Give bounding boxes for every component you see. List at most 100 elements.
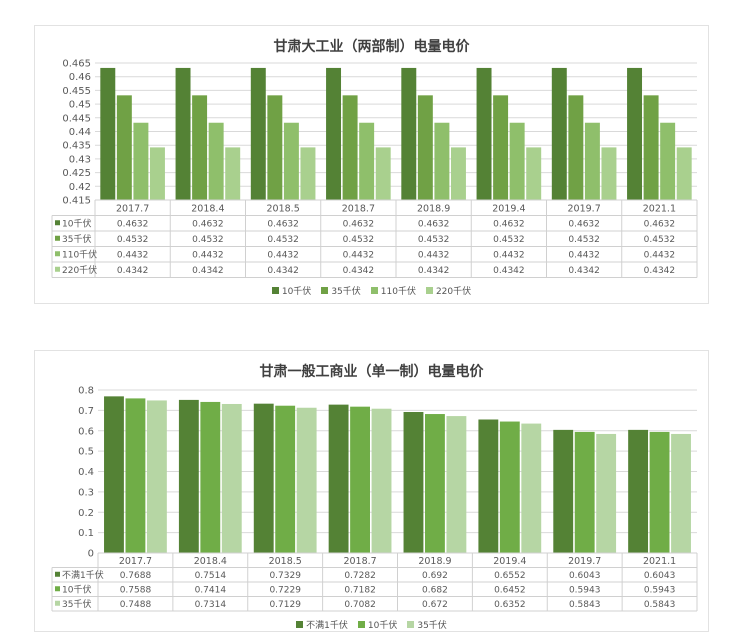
- y-tick-label: 0.3: [78, 487, 94, 498]
- y-tick-label: 0.42: [69, 182, 91, 193]
- x-tick-label: 2018.9: [417, 203, 450, 214]
- legend-swatch: [321, 287, 329, 294]
- bar: [643, 95, 659, 200]
- x-tick-label: 2017.7: [119, 556, 152, 567]
- bar: [359, 122, 375, 200]
- bar: [267, 95, 283, 200]
- bar: [446, 416, 467, 553]
- data-label: 0.4632: [644, 219, 676, 229]
- bar: [178, 399, 199, 553]
- y-tick-label: 0.4: [78, 467, 94, 478]
- bar: [660, 122, 676, 200]
- bar: [175, 67, 191, 200]
- data-label: 0.4432: [568, 250, 600, 260]
- chart-legend: 10千伏 35千伏 110千伏 220千伏: [35, 284, 708, 297]
- data-label: 0.4342: [117, 266, 149, 276]
- table-series-label: 不满1千伏: [62, 569, 104, 581]
- bar: [350, 406, 370, 553]
- y-tick-label: 0.43: [69, 154, 91, 165]
- bar: [192, 95, 208, 200]
- bar: [221, 403, 242, 553]
- y-tick-label: 0.44: [69, 127, 91, 138]
- bar: [104, 396, 124, 553]
- data-label: 0.4432: [418, 250, 450, 260]
- bar: [146, 400, 167, 553]
- data-label: 0.4342: [568, 266, 600, 276]
- chart-panel-industrial: 甘肃大工业（两部制）电量电价 0.465 0.46 0.455 0.45 0.445 0.…: [34, 25, 709, 304]
- bar: [628, 429, 649, 553]
- data-label: 0.4632: [117, 219, 149, 229]
- data-label: 0.5943: [644, 585, 676, 595]
- table-legend-key: [55, 586, 60, 592]
- legend-label: 35千伏: [417, 621, 447, 631]
- table-legend-key: [55, 220, 60, 226]
- data-label: 0.7329: [269, 571, 301, 581]
- data-label: 0.4532: [418, 235, 450, 245]
- bar: [371, 408, 392, 553]
- chart-svg: 0.465 0.46 0.455 0.45 0.445 0.44 0.435 0.43 0.42…: [51, 59, 698, 278]
- bar: [476, 67, 492, 200]
- data-label: 0.6043: [569, 571, 601, 581]
- bar: [450, 147, 466, 200]
- bar: [434, 122, 450, 200]
- data-label: 0.5943: [569, 585, 601, 595]
- data-label: 0.7588: [120, 585, 152, 595]
- data-label: 0.7282: [344, 571, 376, 581]
- bar: [208, 122, 224, 200]
- data-label: 0.4532: [644, 235, 676, 245]
- legend-item: 10千伏: [357, 618, 397, 631]
- bar: [100, 67, 116, 200]
- data-label: 0.4342: [343, 266, 375, 276]
- data-label: 0.4432: [644, 250, 676, 260]
- y-tick-label: 0.6: [78, 426, 94, 437]
- bar: [499, 421, 520, 553]
- bar: [326, 67, 342, 200]
- data-label: 0.4342: [644, 266, 676, 276]
- bar: [574, 431, 595, 553]
- bar: [521, 423, 542, 553]
- legend-swatch: [407, 621, 415, 628]
- y-tick-label: 0.415: [62, 196, 91, 207]
- legend-item: 不满1千伏: [296, 618, 348, 631]
- legend-label: 10千伏: [281, 287, 312, 297]
- bar: [401, 67, 417, 200]
- x-tick-label: 2019.4: [492, 203, 525, 214]
- table-legend-key: [55, 571, 60, 577]
- legend-label: 35千伏: [331, 287, 361, 297]
- bar: [493, 95, 509, 200]
- data-label: 0.4632: [343, 219, 375, 229]
- table-series-label: 10千伏: [62, 583, 91, 595]
- chart-panel-commercial: 甘肃一般工商业（单一制）电量电价 0.8 0.7 0.6 0.5 0.4 0.3 0.2 0.…: [34, 350, 709, 632]
- bar: [584, 122, 600, 200]
- data-label: 0.4342: [493, 266, 525, 276]
- bar: [149, 147, 165, 200]
- data-label: 0.692: [422, 571, 448, 581]
- data-label: 0.7082: [344, 600, 376, 610]
- chart-legend: 不满1千伏 10千伏 35千伏: [35, 618, 708, 631]
- bar: [125, 398, 146, 553]
- table-series-label: 35千伏: [62, 598, 91, 610]
- bar: [275, 405, 296, 553]
- data-label: 0.5843: [644, 600, 676, 610]
- legend-label: 110千伏: [380, 287, 416, 297]
- bar: [300, 147, 316, 200]
- x-tick-label: 2019.7: [568, 556, 601, 567]
- data-label: 0.4632: [418, 219, 450, 229]
- x-tick-label: 2018.5: [269, 556, 302, 567]
- bar: [283, 122, 299, 200]
- table-legend-key: [55, 600, 60, 606]
- bar: [676, 147, 692, 200]
- bar: [200, 401, 221, 553]
- bar: [250, 67, 266, 200]
- data-label: 0.4432: [117, 250, 149, 260]
- table-legend-key: [55, 266, 60, 272]
- x-tick-label: 2018.5: [267, 203, 300, 214]
- bar: [133, 122, 149, 200]
- data-label: 0.6552: [494, 571, 526, 581]
- x-tick-label: 2021.1: [643, 203, 676, 214]
- table-series-label: 110千伏: [62, 248, 97, 260]
- y-tick-label: 0.8: [78, 386, 94, 397]
- table-series-label: 35千伏: [62, 233, 91, 245]
- x-tick-label: 2018.7: [343, 556, 376, 567]
- data-label: 0.4342: [267, 266, 299, 276]
